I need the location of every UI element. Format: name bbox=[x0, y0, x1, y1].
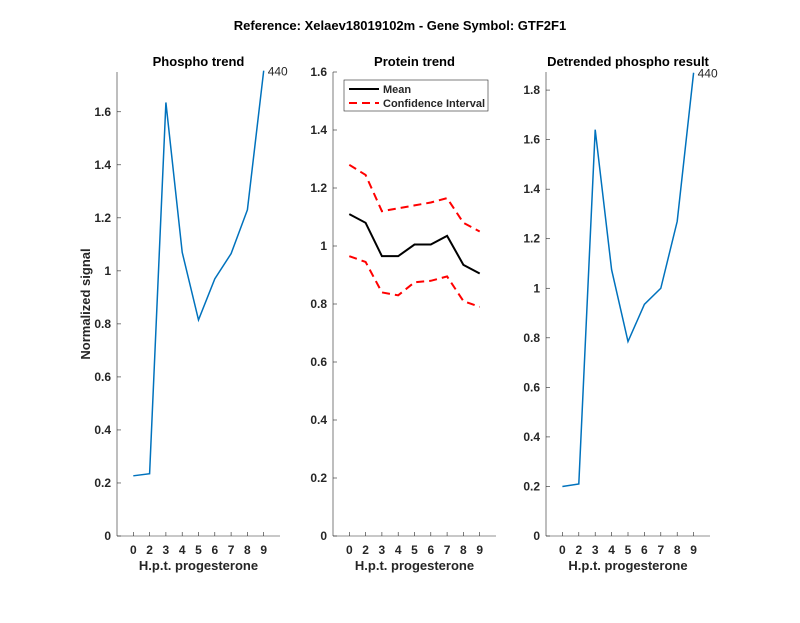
y-tick-label: 1.4 bbox=[523, 182, 540, 196]
y-tick-label: 0.6 bbox=[94, 370, 111, 384]
x-tick-label: 2 bbox=[575, 543, 582, 557]
x-tick-label: 0 bbox=[559, 543, 566, 557]
series-line-mean bbox=[349, 214, 479, 273]
y-tick-label: 0.4 bbox=[523, 430, 540, 444]
x-tick-label: 7 bbox=[228, 543, 235, 557]
legend-mean-label: Mean bbox=[383, 84, 411, 96]
x-tick-label: 8 bbox=[460, 543, 467, 557]
x-axis-label: H.p.t. progesterone bbox=[568, 558, 687, 573]
y-tick-label: 0 bbox=[533, 529, 540, 543]
figure-title: Reference: Xelaev18019102m - Gene Symbol… bbox=[234, 18, 566, 33]
y-axis-label: Normalized signal bbox=[78, 248, 93, 359]
y-tick-label: 1 bbox=[104, 264, 111, 278]
x-tick-label: 3 bbox=[592, 543, 599, 557]
x-tick-label: 2 bbox=[146, 543, 153, 557]
y-tick-label: 1.4 bbox=[94, 158, 111, 172]
legend-ci-label: Confidence Interval bbox=[383, 98, 485, 110]
y-tick-label: 0.6 bbox=[310, 355, 327, 369]
x-tick-label: 6 bbox=[641, 543, 648, 557]
x-tick-label: 3 bbox=[379, 543, 386, 557]
y-tick-label: 1.2 bbox=[94, 211, 111, 225]
x-tick-label: 3 bbox=[163, 543, 170, 557]
y-tick-label: 1.2 bbox=[310, 181, 327, 195]
series-line-confidence-interval-lower bbox=[349, 256, 479, 307]
x-tick-label: 0 bbox=[346, 543, 353, 557]
x-tick-label: 8 bbox=[244, 543, 251, 557]
panel-title: Protein trend bbox=[374, 54, 455, 69]
y-tick-label: 0.8 bbox=[523, 331, 540, 345]
y-tick-label: 1 bbox=[533, 281, 540, 295]
y-tick-label: 0.2 bbox=[523, 479, 540, 493]
y-tick-label: 1.2 bbox=[523, 232, 540, 246]
x-tick-label: 5 bbox=[195, 543, 202, 557]
y-tick-label: 1.6 bbox=[310, 65, 327, 79]
y-tick-label: 0 bbox=[320, 529, 327, 543]
y-tick-label: 0.4 bbox=[310, 413, 327, 427]
x-tick-label: 7 bbox=[657, 543, 664, 557]
y-tick-label: 0.8 bbox=[310, 297, 327, 311]
x-tick-label: 0 bbox=[130, 543, 137, 557]
y-tick-label: 0 bbox=[104, 529, 111, 543]
x-tick-label: 4 bbox=[395, 543, 402, 557]
y-tick-label: 0.2 bbox=[94, 476, 111, 490]
x-tick-label: 9 bbox=[260, 543, 267, 557]
y-tick-label: 0.2 bbox=[310, 471, 327, 485]
y-tick-label: 1.4 bbox=[310, 123, 327, 137]
y-tick-label: 0.8 bbox=[94, 317, 111, 331]
x-tick-label: 8 bbox=[674, 543, 681, 557]
x-tick-label: 9 bbox=[476, 543, 483, 557]
x-tick-label: 5 bbox=[625, 543, 632, 557]
x-tick-label: 7 bbox=[444, 543, 451, 557]
panel-3: Detrended phospho result 0 0.2 0.4 0.6 0.8 1 1.… bbox=[523, 54, 718, 573]
series-line-detrended bbox=[562, 73, 693, 487]
y-tick-label: 1.6 bbox=[523, 133, 540, 147]
legend: Mean Confidence Interval bbox=[344, 80, 488, 111]
panel-title: Phospho trend bbox=[153, 54, 245, 69]
point-annotation: 440 bbox=[698, 67, 718, 81]
x-tick-label: 6 bbox=[427, 543, 434, 557]
y-tick-label: 1 bbox=[320, 239, 327, 253]
x-axis-label: H.p.t. progesterone bbox=[139, 558, 258, 573]
panel-title: Detrended phospho result bbox=[547, 54, 709, 69]
x-tick-label: 5 bbox=[411, 543, 418, 557]
y-tick-label: 1.8 bbox=[523, 83, 540, 97]
x-tick-label: 9 bbox=[690, 543, 697, 557]
y-tick-label: 1.6 bbox=[94, 105, 111, 119]
y-tick-label: 0.6 bbox=[523, 380, 540, 394]
x-axis-label: H.p.t. progesterone bbox=[355, 558, 474, 573]
x-tick-label: 4 bbox=[608, 543, 615, 557]
x-tick-label: 4 bbox=[179, 543, 186, 557]
series-line-confidence-interval bbox=[349, 165, 479, 232]
x-tick-label: 2 bbox=[362, 543, 369, 557]
point-annotation: 440 bbox=[268, 65, 288, 79]
x-tick-label: 6 bbox=[211, 543, 218, 557]
y-tick-label: 0.4 bbox=[94, 423, 111, 437]
series-line-phospho bbox=[133, 71, 263, 476]
